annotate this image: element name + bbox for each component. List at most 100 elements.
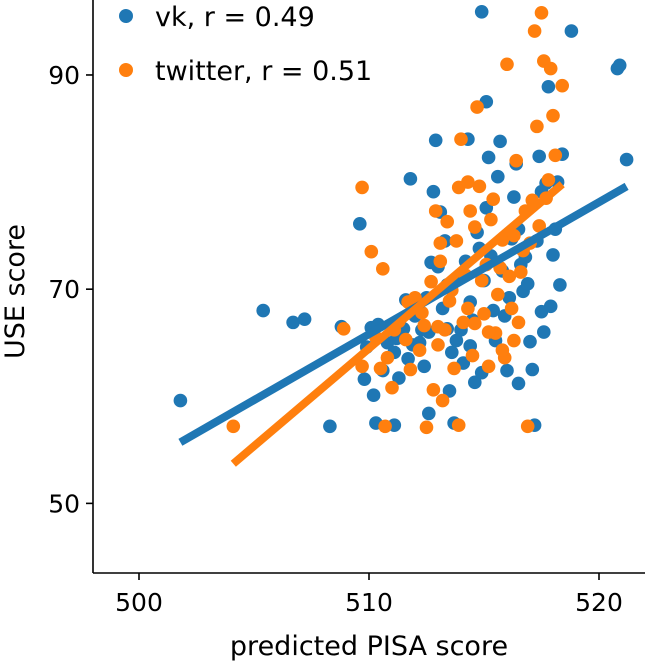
y-axis-label: USE score [0,224,31,359]
twitter-point [355,180,369,195]
twitter-point [468,316,482,331]
vk-point [256,303,271,318]
x-tick-label: 520 [575,588,623,617]
twitter-point [511,315,526,330]
x-tick-label: 510 [345,588,393,617]
vk-point [502,290,517,305]
twitter-point [412,343,427,358]
twitter-point [527,24,542,38]
twitter-point [514,265,528,279]
twitter-point [468,220,482,234]
vk-point [286,315,300,330]
twitter-point [484,212,498,227]
twitter-point [520,419,535,434]
twitter-point [451,418,466,432]
vk-point [612,58,627,73]
legend: vk, r = 0.49 twitter, r = 0.51 [119,2,372,87]
vk-point [523,334,537,349]
vk-point [511,376,526,391]
twitter-point [541,173,556,187]
vk-point [546,248,560,262]
y-axis-ticks: 50 70 90 [48,61,93,518]
twitter-point [500,57,514,72]
twitter-point [442,294,457,308]
twitter-point [428,204,443,218]
vk-point [481,150,496,165]
vk-point [541,79,556,94]
twitter-point [495,343,510,358]
vk-point [422,406,436,421]
vk-point [500,363,514,378]
twitter-point [376,262,390,276]
twitter-point [548,148,563,163]
twitter-point [385,380,399,395]
twitter-point [491,287,505,302]
twitter-point [435,393,450,408]
legend-label-twitter: twitter, r = 0.51 [155,56,372,87]
vk-point [357,372,372,386]
twitter-point [433,236,448,250]
vk-point [619,152,634,167]
twitter-point [530,119,544,134]
vk-point [428,133,443,148]
twitter-point [481,359,496,374]
legend-marker-twitter [119,63,133,77]
twitter-point [477,307,491,321]
twitter-point [486,192,501,207]
twitter-point [461,301,475,316]
points-layer [173,4,634,435]
vk-point [449,333,464,348]
vk-point [417,359,432,374]
twitter-point [226,419,241,434]
fit-lines-layer [178,181,629,467]
vk-point [543,299,558,314]
vk-point [297,312,312,326]
vk-point [468,375,482,390]
vk-point [392,371,406,385]
twitter-point [463,204,478,218]
vk-point [442,384,457,398]
twitter-point [399,332,413,347]
vk-point [493,134,507,149]
twitter-point [504,301,519,316]
twitter-point [555,78,569,93]
vk-point [507,190,521,204]
twitter-point [543,61,558,76]
vk-point [491,169,505,184]
vk-point [323,419,337,434]
twitter-point [417,318,432,333]
twitter-point [470,100,484,114]
twitter-point [433,254,448,269]
twitter-point [431,338,445,352]
y-tick-label: 70 [48,275,80,304]
twitter-point [546,108,560,123]
twitter-point [465,348,480,363]
vk-point [401,351,415,366]
vk-point [564,24,579,38]
twitter-point [431,319,445,334]
twitter-point [378,419,392,434]
legend-label-vk: vk, r = 0.49 [155,2,315,33]
vk-point [520,277,535,291]
twitter-point [502,269,517,284]
twitter-point [355,359,369,374]
twitter-point [426,383,441,397]
twitter-point [509,153,523,168]
twitter-fit-line [230,181,565,467]
twitter-point [532,219,546,233]
vk-point [553,278,567,292]
twitter-point [454,132,468,147]
vk-point [426,184,441,199]
vk-point [537,325,551,339]
twitter-point [364,244,379,259]
y-tick-label: 90 [48,61,80,90]
twitter-point [449,234,464,248]
twitter-point [380,350,395,365]
vk-point [532,149,546,164]
y-tick-label: 50 [48,489,80,518]
twitter-point [472,179,487,194]
twitter-point [424,274,438,289]
twitter-point [481,325,496,339]
twitter-point [534,6,549,20]
